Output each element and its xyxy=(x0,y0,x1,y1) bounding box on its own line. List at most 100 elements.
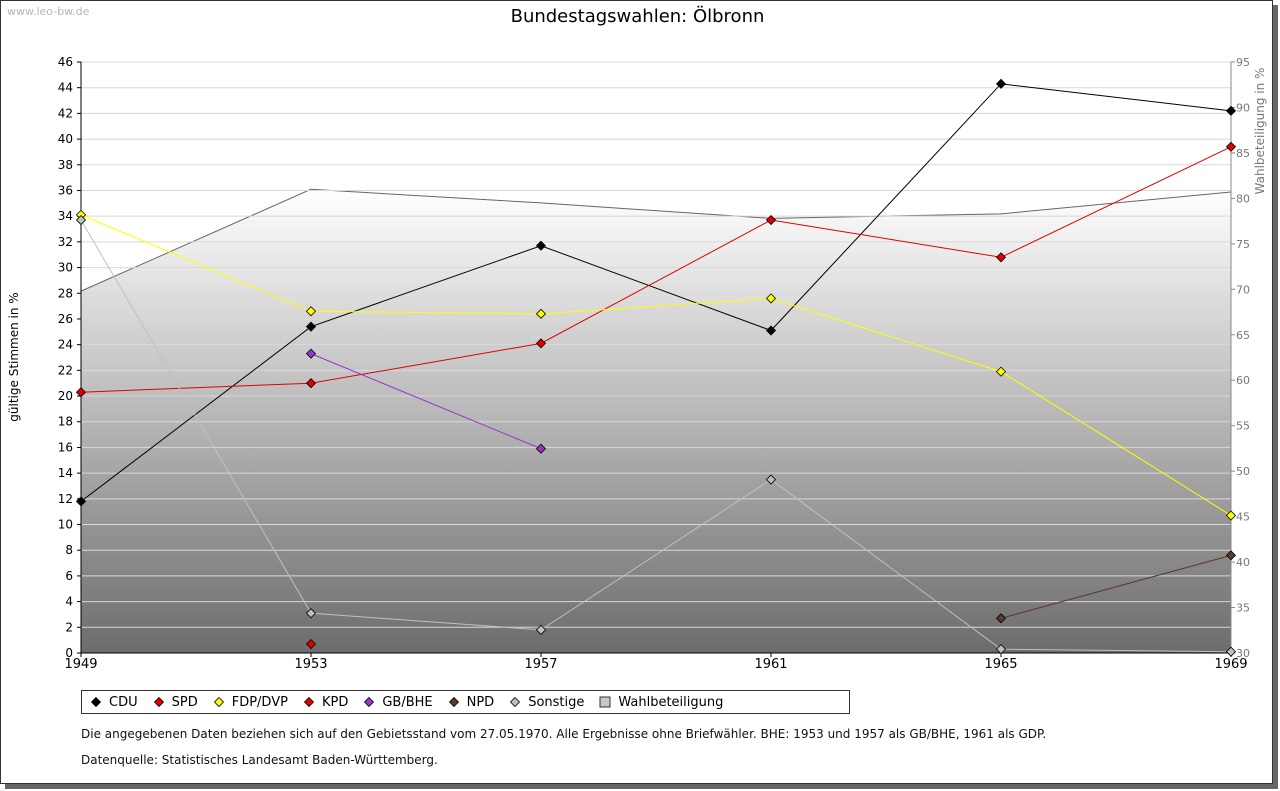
data-point-fdp-dvp xyxy=(765,293,777,304)
y-tick-label: 22 xyxy=(58,363,73,377)
data-point-sonstige xyxy=(1225,646,1237,657)
legend-diamond-icon xyxy=(90,696,102,708)
y-tick-label: 26 xyxy=(58,312,73,326)
y-tick-label: 4 xyxy=(65,595,73,609)
y-tick-label: 12 xyxy=(58,492,73,506)
y-tick-label: 32 xyxy=(58,235,73,249)
turnout-area-layer xyxy=(80,188,1232,654)
data-point-gb-bhe xyxy=(305,348,317,359)
y2-tick-label: 75 xyxy=(1236,238,1250,251)
data-point-spd xyxy=(305,378,317,389)
watermark: www.leo-bw.de xyxy=(7,5,90,18)
y-tick-label: 2 xyxy=(65,620,73,634)
y-tick-label: 34 xyxy=(58,209,73,223)
x-tick-label: 1969 xyxy=(1214,657,1247,672)
data-point-sonstige xyxy=(995,644,1007,655)
y2-tick-label: 55 xyxy=(1236,420,1250,433)
data-point-sonstige xyxy=(75,214,87,226)
y2-tick-label: 50 xyxy=(1236,465,1250,478)
data-point-kpd xyxy=(305,638,317,650)
series-fdp-dvp xyxy=(75,209,1237,521)
y-tick-label: 6 xyxy=(65,569,73,583)
x-tick-label: 1949 xyxy=(64,657,97,672)
y-axis-label: gültige Stimmen in % xyxy=(7,292,21,421)
data-source: Datenquelle: Statistisches Landesamt Bad… xyxy=(81,753,438,767)
legend-diamond-icon xyxy=(153,696,165,708)
chart-title: Bundestagswahlen: Ölbronn xyxy=(510,6,765,27)
data-point-spd xyxy=(1225,141,1237,152)
series-line-spd xyxy=(80,146,1232,393)
y-tick-label: 30 xyxy=(58,261,73,275)
y-tick-label: 28 xyxy=(58,286,73,300)
legend-item-npd: NPD xyxy=(448,694,495,710)
y-tick-label: 16 xyxy=(58,440,73,454)
legend-diamond-icon xyxy=(213,696,225,708)
x-tick-label: 1953 xyxy=(294,657,327,672)
series-line-npd xyxy=(1000,554,1232,619)
y-tick-label: 10 xyxy=(58,518,73,532)
line-chart: 0246810121416182022242628303234363840424… xyxy=(7,55,1267,672)
data-point-cdu xyxy=(75,496,87,507)
series-cdu xyxy=(75,78,1237,507)
footnote: Die angegebenen Daten beziehen sich auf … xyxy=(81,727,1047,741)
y-tick-label: 24 xyxy=(58,338,73,352)
y-tick-label: 38 xyxy=(58,158,73,172)
legend-item-kpd: KPD xyxy=(303,695,348,710)
legend-label: NPD xyxy=(466,694,495,710)
turnout-line xyxy=(80,188,1232,292)
legend-item-gb-bhe: GB/BHE xyxy=(363,694,433,710)
series-line-fdp-dvp xyxy=(80,214,1232,516)
data-point-fdp-dvp xyxy=(995,366,1007,377)
y2-tick-label: 80 xyxy=(1236,192,1250,205)
legend-item-spd: SPD xyxy=(153,695,198,710)
series-spd xyxy=(75,141,1237,398)
y-tick-label: 8 xyxy=(65,543,73,557)
legend-label: SPD xyxy=(171,694,198,710)
data-point-spd xyxy=(995,252,1007,263)
series-npd xyxy=(995,550,1237,624)
data-point-npd xyxy=(1225,550,1237,561)
y-tick-label: 44 xyxy=(58,81,73,95)
data-point-cdu xyxy=(765,325,777,336)
legend-label: FDP/DVP xyxy=(231,694,288,710)
y-tick-label: 20 xyxy=(58,389,73,403)
data-point-fdp-dvp xyxy=(535,308,547,319)
series-layer xyxy=(75,78,1237,657)
y-tick-label: 18 xyxy=(58,415,73,429)
legend-label: GB/BHE xyxy=(382,694,433,710)
y2-tick-label: 70 xyxy=(1236,283,1250,296)
y2-tick-label: 40 xyxy=(1236,556,1250,569)
x-tick-label: 1961 xyxy=(754,657,787,672)
y-tick-label: 14 xyxy=(58,466,73,480)
y2-tick-label: 85 xyxy=(1236,147,1250,160)
y-tick-label: 36 xyxy=(58,183,73,197)
legend-item-cdu: CDU xyxy=(90,695,138,710)
legend-label: Wahlbeteiligung xyxy=(618,694,724,710)
data-point-cdu xyxy=(1225,105,1237,116)
data-point-npd xyxy=(995,613,1007,624)
y-tick-label: 0 xyxy=(65,646,73,660)
data-point-cdu xyxy=(995,78,1007,89)
legend-label: KPD xyxy=(321,694,349,710)
series-gb-bhe xyxy=(305,348,547,454)
series-line-sonstige xyxy=(80,219,1232,653)
x-tick-label: 1957 xyxy=(524,657,557,672)
legend-diamond-icon xyxy=(303,696,315,708)
y2-tick-label: 35 xyxy=(1236,602,1250,615)
series-sonstige xyxy=(75,214,1237,657)
legend-diamond-icon xyxy=(448,696,460,708)
series-line-gb-bhe xyxy=(310,353,542,450)
data-point-sonstige xyxy=(305,608,317,619)
y2-tick-label: 95 xyxy=(1236,56,1250,69)
y2-tick-label: 45 xyxy=(1236,511,1250,524)
legend: CDU SPD FDP/DVP KPD GB/BHE NPD Sonstige Wahlbet… xyxy=(81,690,850,714)
legend-square-icon xyxy=(599,696,611,708)
legend-item-fdp-dvp: FDP/DVP xyxy=(213,695,288,710)
legend-label: CDU xyxy=(109,694,138,710)
turnout-area xyxy=(81,189,1231,654)
y-tick-label: 40 xyxy=(58,132,73,146)
data-point-cdu xyxy=(535,240,547,251)
data-point-sonstige xyxy=(535,624,547,635)
data-point-spd xyxy=(765,214,777,226)
legend-label: Sonstige xyxy=(528,694,585,710)
